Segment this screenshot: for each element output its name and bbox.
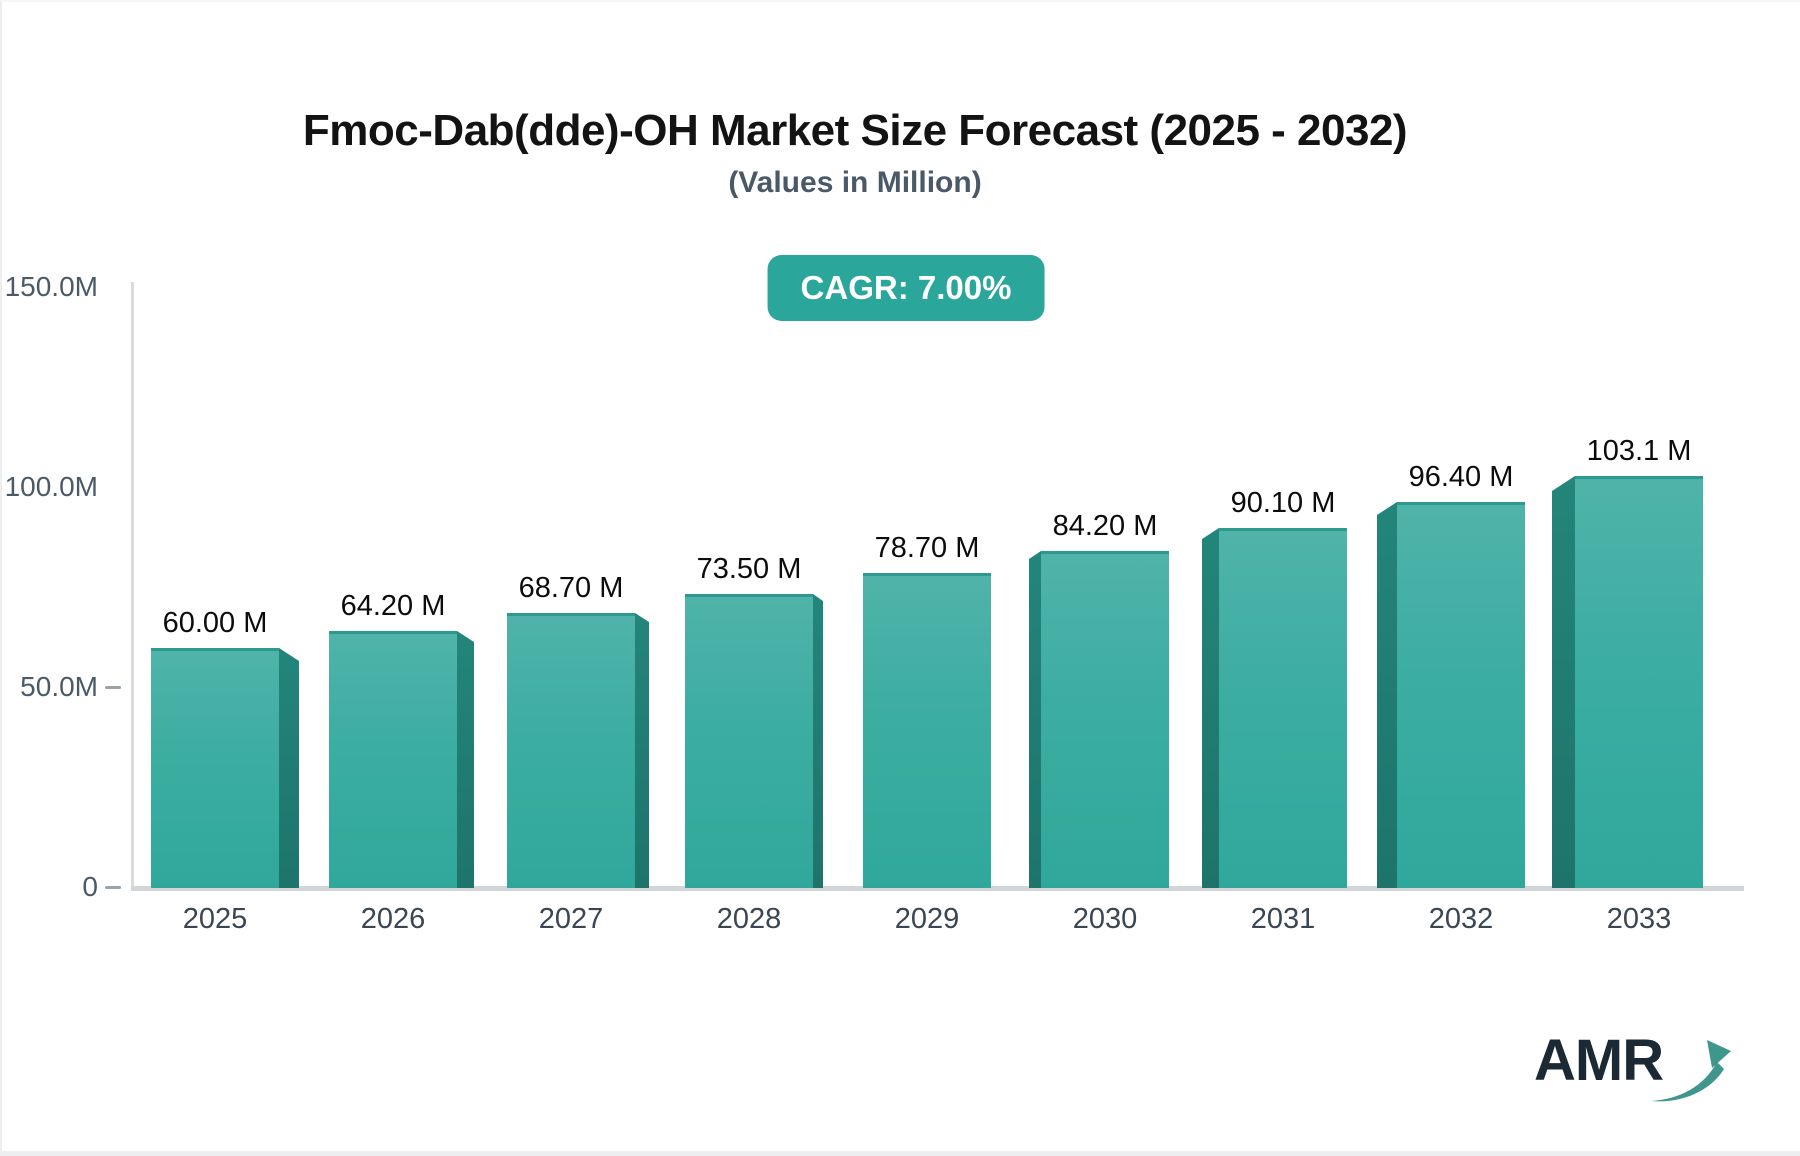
x-axis-label: 2029 xyxy=(894,903,960,935)
bar-side-face xyxy=(457,631,474,888)
y-axis-line xyxy=(131,282,134,888)
bar-side-face xyxy=(1202,528,1219,888)
y-axis-label: 50.0M xyxy=(20,671,98,702)
bar-value-label: 73.50 M xyxy=(696,553,802,585)
bar-side-face xyxy=(279,648,299,888)
bar-value-label: 68.70 M xyxy=(518,572,624,604)
bar-side-face xyxy=(1552,476,1575,888)
bar xyxy=(1219,528,1347,888)
amr-logo-text: AMR xyxy=(1534,1028,1664,1093)
amr-logo: AMR xyxy=(1534,1028,1732,1106)
y-axis-label: 0 xyxy=(82,871,98,902)
bar-value-label: 96.40 M xyxy=(1408,461,1514,493)
bar xyxy=(1575,476,1703,888)
bar-value-label: 84.20 M xyxy=(1052,510,1158,542)
bar xyxy=(685,594,813,888)
bar xyxy=(863,573,991,888)
bar-side-face xyxy=(1377,502,1397,888)
bar xyxy=(507,613,635,888)
bar-side-face xyxy=(635,613,649,888)
bar xyxy=(151,648,279,888)
x-axis-label: 2027 xyxy=(538,903,604,935)
x-axis-label: 2026 xyxy=(360,903,426,935)
x-axis-label: 2028 xyxy=(716,903,782,935)
y-axis-tick xyxy=(105,886,121,889)
cagr-badge: CAGR: 7.00% xyxy=(767,255,1045,321)
y-axis-label: 150.0M xyxy=(4,271,98,302)
bar-side-face xyxy=(813,594,823,888)
bar xyxy=(1041,551,1169,888)
page-subtitle: (Values in Million) xyxy=(728,166,982,199)
bar-value-label: 64.20 M xyxy=(340,590,446,622)
x-axis-label: 2032 xyxy=(1428,903,1494,935)
x-axis-label: 2033 xyxy=(1606,903,1672,935)
x-axis-label: 2030 xyxy=(1072,903,1138,935)
bar-value-label: 90.10 M xyxy=(1230,487,1336,519)
x-axis-label: 2025 xyxy=(182,903,248,935)
bar-value-label: 78.70 M xyxy=(874,532,980,564)
bar xyxy=(329,631,457,888)
y-axis-tick xyxy=(105,686,121,689)
bar-value-label: 60.00 M xyxy=(162,607,268,639)
bar-value-label: 103.1 M xyxy=(1586,435,1692,467)
y-axis-label: 100.0M xyxy=(4,471,98,502)
x-axis-label: 2031 xyxy=(1250,903,1316,935)
page-title: Fmoc-Dab(dde)-OH Market Size Forecast (2… xyxy=(302,106,1408,155)
bar-side-face xyxy=(1029,551,1041,888)
bar xyxy=(1397,502,1525,888)
trend-arrow-icon xyxy=(1651,1040,1732,1102)
x-axis-line xyxy=(131,886,1744,891)
